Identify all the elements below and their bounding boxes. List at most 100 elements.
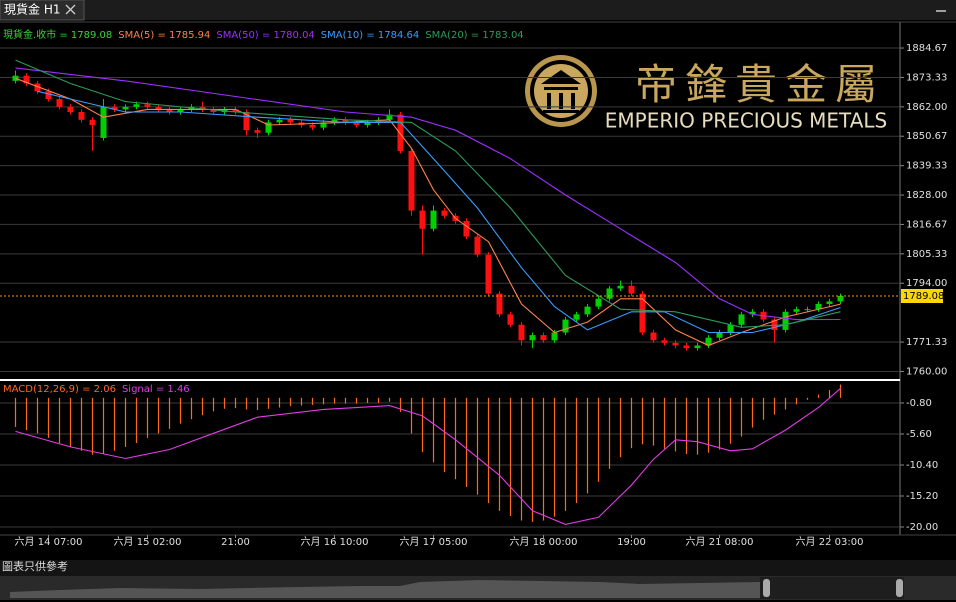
- candle-body: [67, 106, 74, 113]
- y-tick-label: 1850.67: [906, 131, 947, 142]
- logo-chinese: 帝鋒貴金屬: [635, 60, 885, 109]
- candle-body: [485, 254, 492, 294]
- indicator-line: [37, 90, 841, 334]
- legend-entry: MACD(12,26,9) = 2.06: [3, 384, 116, 395]
- candle-body: [243, 112, 250, 131]
- candle-body: [265, 122, 272, 133]
- candle-body: [100, 106, 107, 138]
- scrollbar-preview: [10, 580, 760, 598]
- candle-body: [210, 109, 217, 113]
- candle-body: [342, 119, 349, 123]
- candle-body: [144, 104, 151, 107]
- candle-body: [133, 104, 140, 107]
- candle-body: [386, 114, 393, 120]
- candle-body: [518, 324, 525, 341]
- scrollbar-handle-right[interactable]: [896, 579, 903, 597]
- indicator-line: [15, 387, 841, 525]
- candle-body: [595, 298, 602, 307]
- candle-body: [826, 301, 833, 304]
- candle-body: [111, 106, 118, 110]
- candle-body: [166, 109, 173, 113]
- y-tick-label: 1839.33: [906, 161, 947, 172]
- candle-body: [606, 288, 613, 299]
- y-tick-label: 1884.67: [906, 43, 947, 54]
- candle-body: [749, 311, 756, 315]
- indicator-line: [15, 67, 841, 321]
- candle-body: [694, 345, 701, 349]
- legend-entry: Signal = 1.46: [122, 384, 190, 395]
- candle-body: [793, 309, 800, 312]
- candle-body: [364, 122, 371, 125]
- candle-body: [661, 340, 668, 343]
- candle-body: [584, 306, 591, 315]
- candle-body: [397, 114, 404, 151]
- candle-body: [232, 109, 239, 113]
- candle-body: [177, 109, 184, 113]
- footer-bar: [0, 560, 956, 576]
- candle-body: [155, 106, 162, 110]
- logo: 帝鋒貴金屬 EMPERIO PRECIOUS METALS: [525, 55, 887, 133]
- x-tick-label: 六月 21 08:00: [686, 536, 754, 548]
- y-tick-label: 1862.00: [906, 102, 947, 113]
- candle-body: [507, 314, 514, 325]
- candle-body: [320, 122, 327, 128]
- candle-body: [287, 119, 294, 123]
- candle-body: [45, 91, 52, 100]
- candle-body: [199, 106, 206, 110]
- candle-body: [496, 293, 503, 315]
- x-tick-label: 六月 16 10:00: [301, 536, 369, 548]
- x-tick-label: 六月 17 05:00: [400, 536, 468, 548]
- y-tick-label: -0.80: [906, 398, 932, 409]
- x-tick-label: 六月 14 07:00: [15, 536, 83, 548]
- candle-body: [716, 332, 723, 338]
- y-tick-label: -10.40: [906, 460, 938, 471]
- candle-body: [89, 119, 96, 125]
- logo-english: EMPERIO PRECIOUS METALS: [605, 109, 887, 133]
- legend-entry: 現貨金.收市 = 1789.08: [3, 28, 112, 41]
- footer-note: 圖表只供參考: [2, 559, 68, 573]
- candle-body: [782, 311, 789, 330]
- tab-title: 現貨金 H1: [4, 2, 60, 17]
- y-tick-label: 1828.00: [906, 190, 947, 201]
- candle-body: [408, 150, 415, 211]
- candle-body: [12, 75, 19, 81]
- y-tick-label: 1805.33: [906, 249, 947, 260]
- candle-body: [23, 75, 30, 84]
- legend-entry: SMA(50) = 1780.04: [216, 30, 314, 41]
- candle-body: [463, 220, 470, 237]
- candle-body: [573, 314, 580, 320]
- candle-body: [430, 210, 437, 229]
- legend-entry: SMA(5) = 1785.94: [118, 30, 210, 41]
- candle-body: [639, 293, 646, 333]
- candle-body: [56, 99, 63, 107]
- y-tick-label: -20.00: [906, 522, 938, 533]
- scrollbar-handle-left[interactable]: [763, 579, 770, 597]
- candle-body: [705, 337, 712, 346]
- candle-body: [837, 295, 844, 302]
- candle-body: [529, 335, 536, 341]
- candle-body: [562, 319, 569, 333]
- tab[interactable]: [0, 0, 85, 21]
- candle-body: [309, 124, 316, 128]
- tab-close[interactable]: [65, 4, 76, 15]
- last-price-label: 1789.08: [903, 291, 944, 302]
- indicator-line: [15, 77, 841, 347]
- candle-body: [738, 314, 745, 325]
- candle-body: [353, 122, 360, 125]
- candle-body: [441, 210, 448, 216]
- x-tick-label: 19:00: [617, 537, 646, 548]
- candle-body: [551, 332, 558, 341]
- candle-body: [34, 83, 41, 92]
- y-tick-label: 1760.00: [906, 366, 947, 377]
- candle-body: [617, 285, 624, 289]
- y-tick-label: 1873.33: [906, 72, 947, 83]
- candle-body: [815, 303, 822, 310]
- candle-body: [771, 319, 778, 330]
- candle-body: [727, 324, 734, 333]
- last-price-box: [901, 288, 943, 303]
- candle-body: [804, 309, 811, 311]
- scrollbar-thumb[interactable]: [760, 577, 904, 599]
- logo-emblem-mark: [541, 70, 581, 113]
